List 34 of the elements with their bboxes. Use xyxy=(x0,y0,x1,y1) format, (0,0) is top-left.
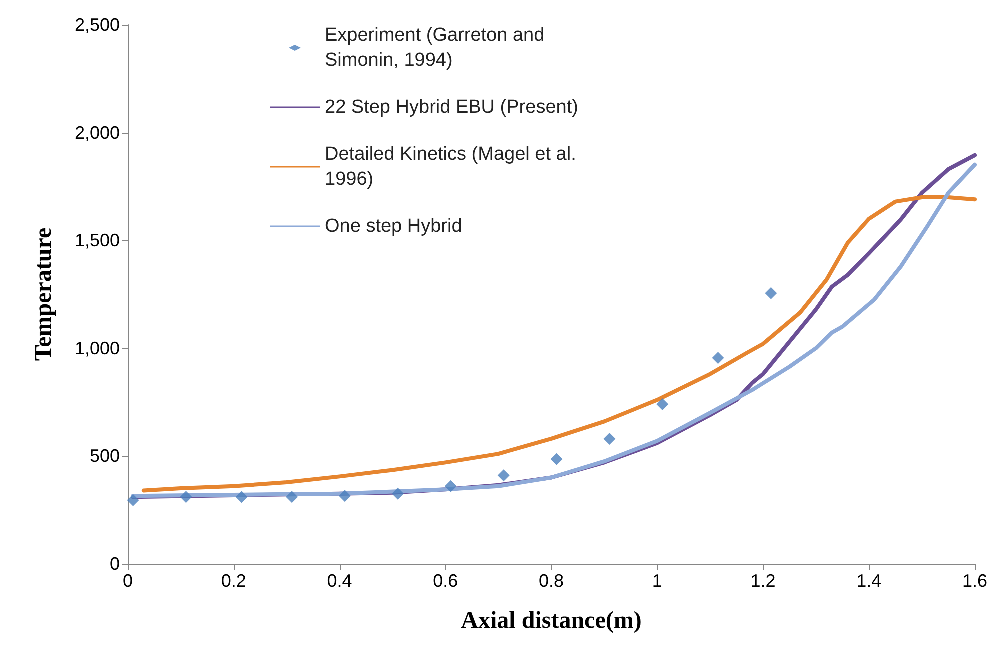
point xyxy=(550,453,563,466)
y-tick-label: 0 xyxy=(110,554,120,574)
point xyxy=(236,491,248,504)
legend-label: Detailed Kinetics (Magel et al. 1996) xyxy=(325,144,582,190)
legend-label: Experiment (Garreton and Simonin, 1994) xyxy=(325,25,550,71)
point xyxy=(656,398,669,410)
point xyxy=(127,494,140,506)
legend-label: 22 Step Hybrid EBU (Present) xyxy=(325,97,578,118)
x-tick-label: 0.2 xyxy=(221,571,246,591)
point xyxy=(498,470,510,482)
x-tick-label: 0.4 xyxy=(327,571,352,591)
y-tick-label: 500 xyxy=(90,446,120,466)
point xyxy=(604,432,616,445)
point xyxy=(339,490,352,502)
x-tick-label: 1.4 xyxy=(856,571,882,591)
y-axis-title: Temperature xyxy=(31,227,57,362)
point xyxy=(392,488,404,500)
legend-label: One step Hybrid xyxy=(325,216,462,237)
point xyxy=(765,287,778,300)
point xyxy=(286,491,298,504)
x-tick-label: 1 xyxy=(652,571,662,591)
point xyxy=(444,480,457,492)
x-tick-label: 1.2 xyxy=(750,571,776,591)
x-tick-label: 0.8 xyxy=(538,571,564,591)
x-tick-label: 0 xyxy=(122,571,134,591)
point xyxy=(712,352,724,364)
x-tick-label: 0.6 xyxy=(433,571,458,591)
point xyxy=(180,491,192,504)
x-axis-title: Axial distance(m) xyxy=(461,608,642,634)
x-tick-label: 1.6 xyxy=(962,571,988,591)
y-tick-label: 1,500 xyxy=(74,230,120,251)
y-tick-label: 2,500 xyxy=(74,15,120,35)
y-tick-label: 2,000 xyxy=(74,122,120,143)
y-tick-label: 1,000 xyxy=(74,338,120,358)
